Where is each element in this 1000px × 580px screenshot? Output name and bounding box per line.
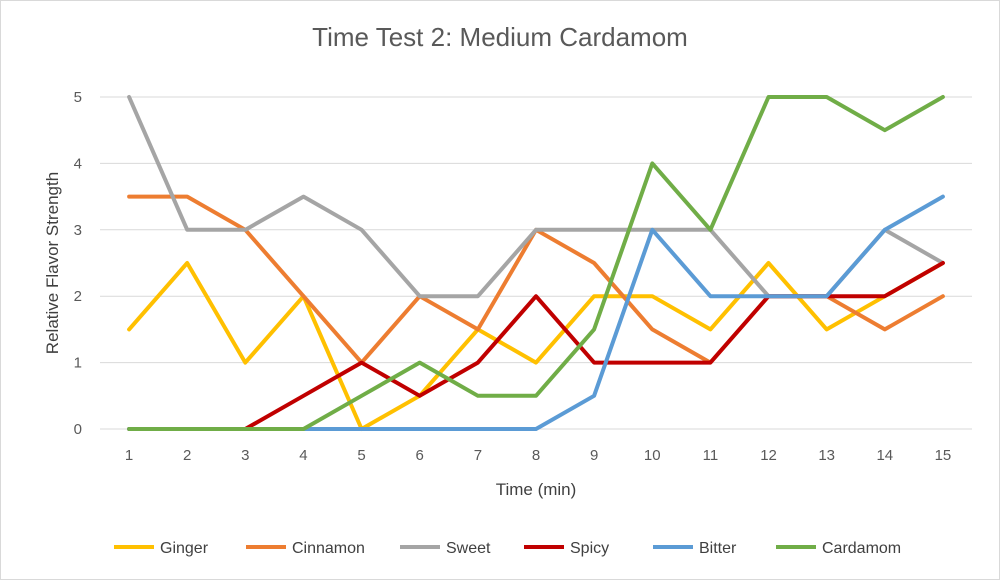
legend-label: Bitter bbox=[699, 540, 737, 557]
legend[interactable]: Ginger Cinnamon Sweet Spicy Bitter Cardamom bbox=[114, 540, 901, 557]
x-tick-label: 15 bbox=[935, 447, 952, 464]
x-tick-label: 11 bbox=[703, 447, 719, 464]
legend-label: Spicy bbox=[570, 540, 609, 557]
legend-item-ginger[interactable]: Ginger bbox=[114, 540, 209, 557]
x-tick-label: 6 bbox=[416, 447, 424, 464]
x-tick-label: 4 bbox=[299, 447, 307, 464]
x-tick-label: 14 bbox=[876, 447, 893, 464]
x-tick-label: 10 bbox=[644, 447, 661, 464]
series-line-cardamom bbox=[127, 95, 945, 431]
x-tick-label: 2 bbox=[183, 447, 191, 464]
legend-label: Cinnamon bbox=[292, 540, 365, 557]
legend-item-spicy[interactable]: Spicy bbox=[524, 540, 609, 557]
x-tick-labels: 1 2 3 4 5 6 7 8 9 10 11 12 13 14 15 bbox=[125, 447, 951, 464]
chart-title: Time Test 2: Medium Cardamom bbox=[312, 22, 688, 52]
y-tick-label: 3 bbox=[74, 222, 82, 239]
x-axis-label: Time (min) bbox=[496, 480, 577, 499]
y-tick-label: 2 bbox=[74, 288, 82, 305]
y-tick-label: 0 bbox=[74, 421, 82, 438]
y-tick-label: 4 bbox=[74, 155, 82, 172]
gridlines bbox=[100, 96, 972, 430]
series-line-spicy bbox=[127, 261, 945, 431]
y-tick-labels: 0 1 2 3 4 5 bbox=[74, 89, 82, 438]
x-tick-label: 13 bbox=[818, 447, 835, 464]
legend-label: Ginger bbox=[160, 540, 209, 557]
x-tick-label: 5 bbox=[357, 447, 365, 464]
series-line-cinnamon bbox=[127, 194, 945, 365]
series-line-ginger bbox=[127, 261, 945, 431]
x-tick-label: 7 bbox=[474, 447, 482, 464]
x-tick-label: 1 bbox=[125, 447, 133, 464]
y-tick-label: 5 bbox=[74, 89, 82, 106]
series-line-sweet bbox=[127, 95, 945, 299]
y-axis-label: Relative Flavor Strength bbox=[43, 172, 62, 354]
x-tick-label: 12 bbox=[760, 447, 777, 464]
series-lines bbox=[127, 95, 945, 431]
y-tick-label: 1 bbox=[74, 355, 82, 372]
legend-label: Sweet bbox=[446, 540, 491, 557]
x-tick-label: 8 bbox=[532, 447, 540, 464]
legend-label: Cardamom bbox=[822, 540, 901, 557]
legend-item-cinnamon[interactable]: Cinnamon bbox=[246, 540, 365, 557]
legend-item-sweet[interactable]: Sweet bbox=[400, 540, 491, 557]
x-tick-label: 3 bbox=[241, 447, 249, 464]
legend-item-cardamom[interactable]: Cardamom bbox=[776, 540, 901, 557]
legend-item-bitter[interactable]: Bitter bbox=[653, 540, 737, 557]
x-tick-label: 9 bbox=[590, 447, 598, 464]
